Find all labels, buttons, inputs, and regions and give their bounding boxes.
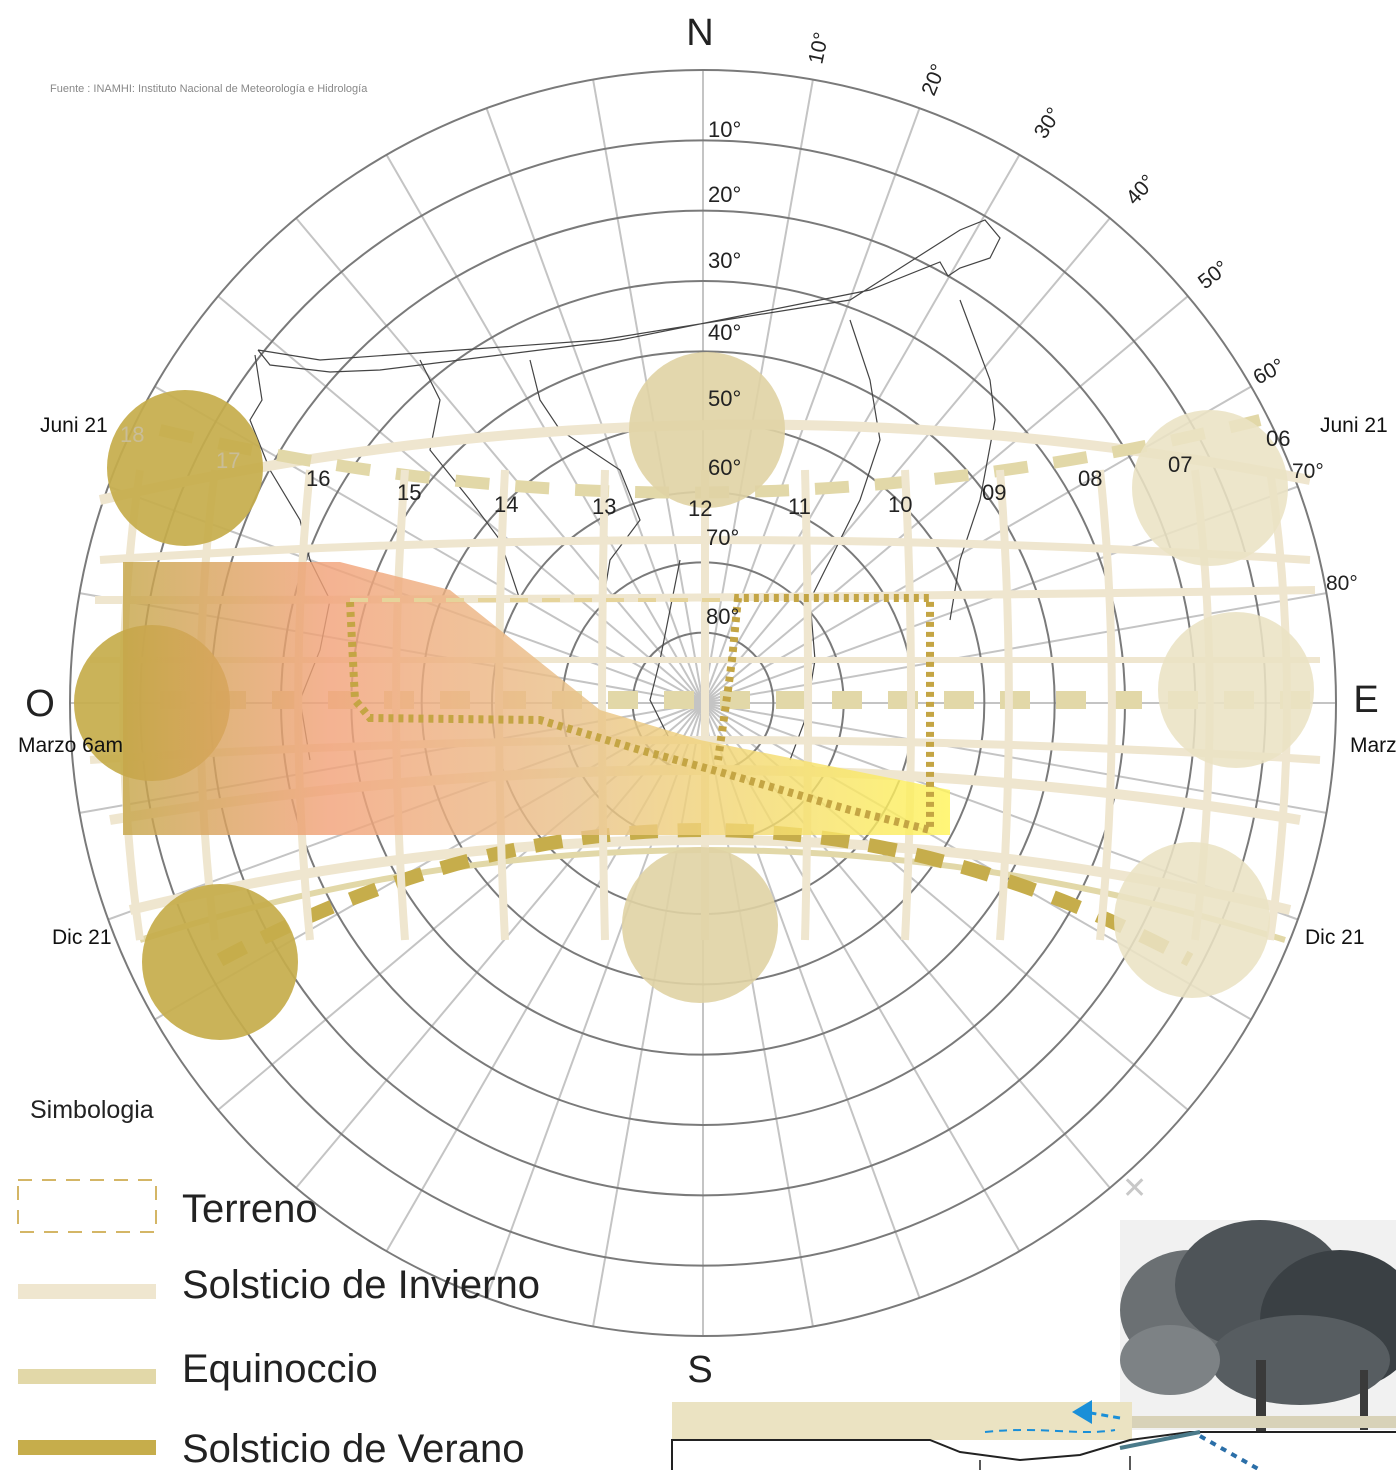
date-label-june-east: Juni 21 xyxy=(1320,414,1388,437)
source-note: Fuente : INAMHI: Instituto Nacional de M… xyxy=(50,83,368,95)
date-label-june-west: Juni 21 xyxy=(40,414,108,437)
altitude-label-40: 40° xyxy=(708,320,741,345)
hour-label-06: 06 xyxy=(1266,426,1290,451)
hour-label-07: 07 xyxy=(1168,452,1192,477)
hour-label-12: 12 xyxy=(688,496,712,521)
date-label-dec-east: Dic 21 xyxy=(1305,926,1365,949)
legend-swatch-verano xyxy=(18,1440,156,1455)
altitude-label-50: 50° xyxy=(708,386,741,411)
site-section-illustration: ✕ xyxy=(672,1172,1396,1470)
altitude-label-80: 80° xyxy=(706,604,739,629)
legend-title: Simbologia xyxy=(30,1096,154,1124)
altitude-label-70: 70° xyxy=(706,525,739,550)
legend: Simbologia Terreno Solsticio de Invierno… xyxy=(18,1096,540,1470)
sun-disc-march-east xyxy=(1158,612,1314,768)
azimuth-label-30: 30° xyxy=(1030,104,1066,143)
azimuth-label-40: 40° xyxy=(1122,170,1160,209)
sun-disc-dec-east xyxy=(1114,842,1270,998)
azimuth-label-60: 60° xyxy=(1250,354,1289,389)
hour-label-18: 18 xyxy=(120,422,144,447)
hour-label-13: 13 xyxy=(592,494,616,519)
legend-label-invierno: Solsticio de Invierno xyxy=(182,1263,540,1307)
azimuth-label-80: 80° xyxy=(1326,572,1358,595)
date-label-march-east: Marz xyxy=(1350,734,1396,757)
azimuth-label-70: 70° xyxy=(1292,460,1324,483)
date-label-march-west: Marzo 6am xyxy=(18,734,123,757)
hour-label-11: 11 xyxy=(788,494,811,519)
azimuth-label-10: 10° xyxy=(804,30,833,66)
legend-label-verano: Solsticio de Verano xyxy=(182,1427,524,1470)
west-label: O xyxy=(25,683,55,725)
legend-swatch-equinoccio xyxy=(18,1369,156,1384)
legend-swatch-terreno xyxy=(18,1180,156,1232)
sun-disc-june-east xyxy=(1132,410,1288,566)
sun-disc-north xyxy=(629,352,785,508)
east-label: E xyxy=(1353,679,1378,721)
hour-label-15: 15 xyxy=(397,480,421,505)
azimuth-label-20: 20° xyxy=(917,61,950,99)
hour-label-09: 09 xyxy=(982,480,1006,505)
ground-section xyxy=(672,1402,1132,1440)
legend-label-terreno: Terreno xyxy=(182,1187,318,1231)
sun-disc-dec-west xyxy=(142,884,298,1040)
legend-label-equinoccio: Equinoccio xyxy=(182,1347,378,1391)
altitude-label-20: 20° xyxy=(708,182,741,207)
north-label: N xyxy=(686,12,713,54)
altitude-label-10: 10° xyxy=(708,117,741,142)
close-icon: ✕ xyxy=(1122,1172,1147,1205)
hour-label-17: 17 xyxy=(216,448,240,473)
tree-icon xyxy=(1120,1220,1396,1432)
wind-dotted-line xyxy=(1200,1436,1260,1470)
sun-exposure-area xyxy=(123,562,950,835)
hour-label-10: 10 xyxy=(888,492,912,517)
date-label-dec-west: Dic 21 xyxy=(52,926,112,949)
hour-line-7 xyxy=(805,470,808,940)
altitude-label-60: 60° xyxy=(708,455,741,480)
altitude-label-30: 30° xyxy=(708,248,741,273)
hour-label-14: 14 xyxy=(494,492,518,517)
hour-label-16: 16 xyxy=(306,466,330,491)
south-label: S xyxy=(687,1349,712,1391)
azimuth-label-50: 50° xyxy=(1194,256,1233,294)
hour-label-08: 08 xyxy=(1078,466,1102,491)
sun-disc-south xyxy=(622,847,778,1003)
hour-line-5 xyxy=(602,470,605,940)
legend-swatch-invierno xyxy=(18,1284,156,1299)
